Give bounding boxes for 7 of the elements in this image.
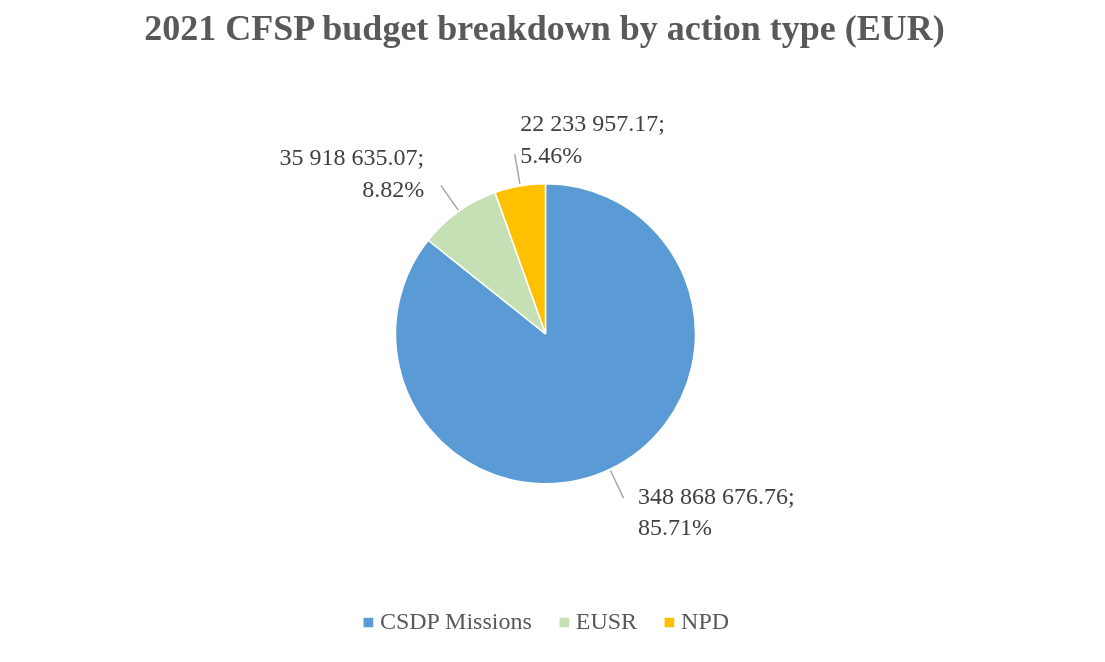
legend-label: CSDP Missions <box>379 608 532 635</box>
legend-label: NPD <box>681 608 730 635</box>
chart-title: 2021 CFSP budget breakdown by action type (EUR) <box>144 7 945 48</box>
data-label: 35 918 635.07; 8.82% <box>279 144 425 202</box>
data-label: 348 868 676.76; 85.71% <box>638 483 795 541</box>
legend-label: EUSR <box>575 608 638 635</box>
data-label: 22 233 957.17; 5.46% <box>520 110 665 168</box>
